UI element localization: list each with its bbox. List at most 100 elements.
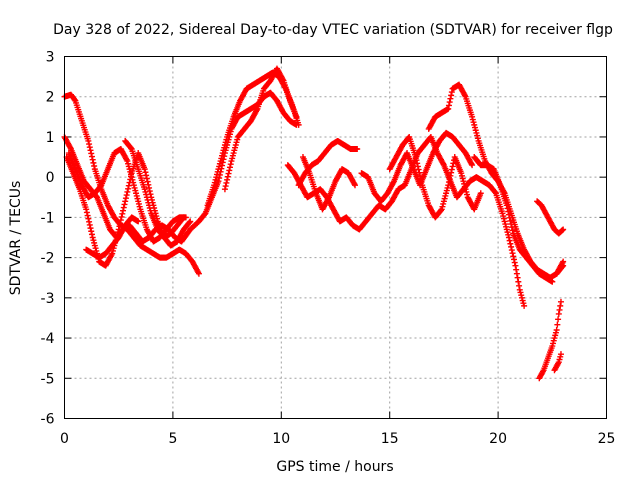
x-tick-label: 20 <box>489 431 507 447</box>
data-point <box>227 161 234 168</box>
data-point <box>116 223 123 230</box>
data-point <box>516 282 523 289</box>
y-tick-label: -5 <box>41 371 55 387</box>
y-tick-label: 0 <box>46 170 55 186</box>
data-point <box>508 243 515 250</box>
data-point <box>83 206 90 213</box>
data-point <box>86 141 93 148</box>
y-tick-label: -3 <box>41 291 55 307</box>
data-point <box>509 227 516 234</box>
data-point <box>146 188 153 195</box>
data-point <box>122 195 129 202</box>
data-point <box>505 234 512 241</box>
x-axis-label: GPS time / hours <box>276 459 393 475</box>
series-pass-4 <box>65 146 189 245</box>
y-tick-label: 2 <box>46 90 55 106</box>
data-point <box>144 178 151 185</box>
data-point <box>125 185 132 192</box>
y-tick-label: -6 <box>41 412 55 428</box>
data-point <box>446 99 453 106</box>
data-point <box>510 253 517 260</box>
data-point <box>180 215 187 222</box>
data-point <box>508 247 515 254</box>
data-point <box>125 182 132 189</box>
data-point <box>448 92 455 99</box>
data-point <box>560 258 567 265</box>
data-point <box>556 306 563 313</box>
data-point <box>86 221 93 228</box>
data-point <box>508 224 515 231</box>
data-point <box>87 147 94 154</box>
data-point <box>515 278 522 285</box>
data-point <box>123 192 130 199</box>
data-point <box>87 225 94 232</box>
data-point <box>221 186 228 193</box>
data-point <box>446 175 453 182</box>
data-point <box>418 179 425 186</box>
data-point <box>513 266 520 273</box>
series-pass-5 <box>83 214 142 261</box>
data-point <box>504 205 511 212</box>
series-pass-8 <box>221 65 300 193</box>
data-point <box>142 169 149 176</box>
x-tick-label: 15 <box>381 431 399 447</box>
y-tick-label: -4 <box>41 331 55 347</box>
data-point <box>85 137 92 144</box>
data-point <box>86 218 93 225</box>
data-point <box>117 217 124 224</box>
data-point <box>508 221 515 228</box>
data-point <box>216 175 223 182</box>
data-point <box>89 156 96 163</box>
y-tick-label: -2 <box>41 251 55 267</box>
data-point <box>415 166 422 173</box>
data-point <box>224 176 231 183</box>
data-point <box>555 310 562 317</box>
y-tick-label: -1 <box>41 210 55 226</box>
y-tick-label: 3 <box>46 50 55 66</box>
data-point <box>223 179 230 186</box>
series-pass-6 <box>122 137 187 241</box>
data-point <box>141 166 148 173</box>
plot-frame <box>64 56 607 419</box>
data-point <box>492 189 499 196</box>
data-point <box>124 188 131 195</box>
data-point <box>414 160 421 167</box>
data-points <box>61 65 567 382</box>
data-point <box>560 226 567 233</box>
data-point <box>91 162 98 169</box>
x-tick-label: 0 <box>60 431 69 447</box>
series-pass-15 <box>471 154 556 285</box>
data-point <box>507 240 514 247</box>
data-point <box>222 183 229 190</box>
data-point <box>414 163 421 170</box>
chart-title: Day 328 of 2022, Sidereal Day-to-day VTE… <box>53 22 613 38</box>
data-point <box>507 217 514 224</box>
data-point <box>417 172 424 179</box>
data-point <box>445 105 452 112</box>
data-point <box>225 170 232 177</box>
data-point <box>549 278 556 285</box>
data-point <box>416 169 423 176</box>
data-point <box>448 169 455 176</box>
data-point <box>120 207 127 214</box>
data-point <box>127 145 134 152</box>
data-point <box>477 190 484 197</box>
data-point <box>226 167 233 174</box>
data-point <box>119 210 126 217</box>
data-point <box>86 144 93 151</box>
data-point <box>143 172 150 179</box>
data-point <box>448 166 455 173</box>
data-point <box>180 214 187 221</box>
data-point <box>469 162 476 169</box>
data-point <box>84 212 91 219</box>
y-tick-label: 1 <box>46 130 55 146</box>
data-point <box>146 184 153 191</box>
data-point <box>555 316 562 323</box>
data-point <box>412 154 419 161</box>
data-point <box>143 175 150 182</box>
series-pass-1 <box>61 91 202 277</box>
data-point <box>122 198 129 205</box>
data-point <box>512 262 519 269</box>
series-pass-19 <box>553 258 567 277</box>
